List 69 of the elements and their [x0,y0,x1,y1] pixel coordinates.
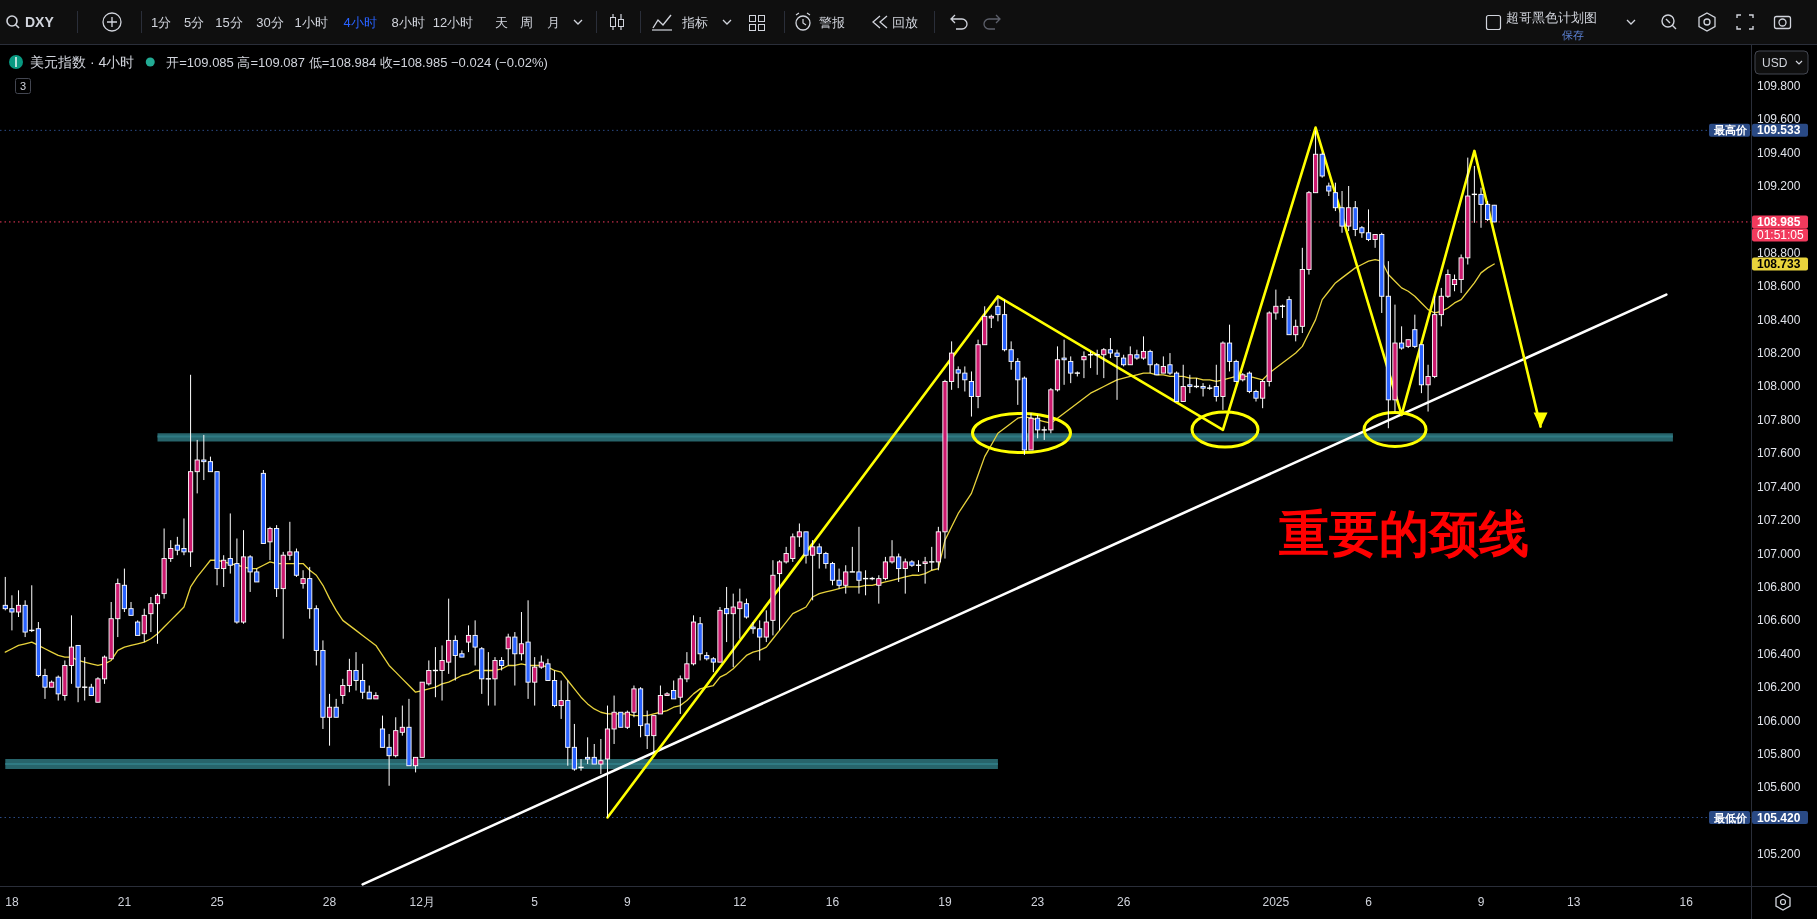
toolbar-item: 5分 [183,14,205,30]
y-tick-label: 108.800 [1757,245,1801,260]
ref-line-label: 最高价 [1713,124,1748,137]
toolbar-item: 保存 [1562,29,1584,41]
y-tick-label: 108.200 [1757,346,1801,361]
y-tick-label: 106.200 [1757,680,1801,695]
toolbar-item: 15分 [215,14,243,30]
y-tick-label: 106.000 [1757,713,1801,728]
y-tick-label: 107.200 [1757,513,1801,528]
price-label: 105.420 [1752,810,1808,825]
toolbar-item: 警报 [819,14,845,30]
y-tick-label: 109.400 [1757,145,1801,160]
y-tick-label: 105.800 [1757,747,1801,761]
note: 重要的颈线 [1279,506,1529,562]
x-tick-label: 18 [5,895,19,909]
y-tick-label: 108.000 [1757,379,1801,394]
toolbar-item: 周 [519,14,533,30]
y-tick-label: 107.400 [1757,479,1801,494]
toolbar-item: DXY [25,14,54,30]
bar-countdown: 01:51:05 [1752,227,1808,242]
y-tick-label: 108.733 [1757,257,1801,272]
y-tick-label: 108.985 [1757,214,1801,229]
toolbar-item: 4小时 [343,14,377,30]
indicator-toggle: 3 [15,78,31,94]
y-tick-label: 107.800 [1757,412,1801,427]
toolbar-item: 指标 [682,14,708,30]
x-tick-label: 12月 [409,895,435,909]
x-tick-label: 21 [117,895,132,909]
toolbar-item: 12小时 [432,14,474,30]
x-tick-label: 9 [1477,895,1485,909]
y-tick-label: 106.600 [1757,613,1801,628]
y-tick-label: 108.400 [1757,312,1801,327]
x-tick-label: 25 [210,895,224,909]
annotation: 3 [19,80,27,92]
title: 美元指数 · 4小时 [30,54,135,70]
y-tick-label: 106.800 [1757,579,1801,594]
y-tick-label: 108.600 [1757,279,1801,294]
x-tick-label: 2025 [1262,895,1290,909]
y-tick-label: 106.400 [1757,646,1801,661]
y-tick-label: 109.200 [1757,179,1801,193]
x-tick-label: 5 [531,895,539,909]
x-tick-label: 12 [733,895,747,909]
x-tick-label: 13 [1566,895,1581,909]
toolbar-item: 回放 [892,14,918,30]
toolbar-item: 月 [546,14,560,30]
y-tick-label: 109.533 [1757,123,1801,138]
y-tick-label: 105.200 [1757,847,1801,862]
x-tick-label: 16 [1679,895,1693,909]
ohlc-legend: 开=109.085 高=109.087 低=108.984 收=108.985 −0.024 (−0.02%) [166,54,548,70]
y-tick-label: 107.000 [1757,546,1801,561]
y-tick-label: 105.600 [1757,780,1801,795]
x-tick-label: 28 [322,895,337,909]
toolbar-item: 30分 [256,14,284,30]
y-tick-label: 105.420 [1757,810,1801,825]
x-tick-label: 6 [1365,895,1372,909]
toolbar-item: 超哥黑色计划图 [1505,9,1597,25]
toolbar-item: 8小时 [391,14,425,30]
price-label: 108.985 [1752,214,1808,229]
y-tick-label: 107.600 [1757,446,1801,461]
toolbar-item: 1小时 [294,14,328,30]
x-tick-label: 26 [1117,895,1131,909]
x-tick-label: 16 [825,895,840,909]
x-tick-label: 9 [624,895,631,909]
x-tick-label: 19 [938,895,952,909]
currency-button: USD [1754,50,1809,75]
toolbar-item: 天 [494,14,508,30]
toolbar-item: 1分 [150,14,172,30]
x-tick-label: 23 [1030,895,1045,909]
y-tick-label: 109.800 [1757,78,1801,93]
